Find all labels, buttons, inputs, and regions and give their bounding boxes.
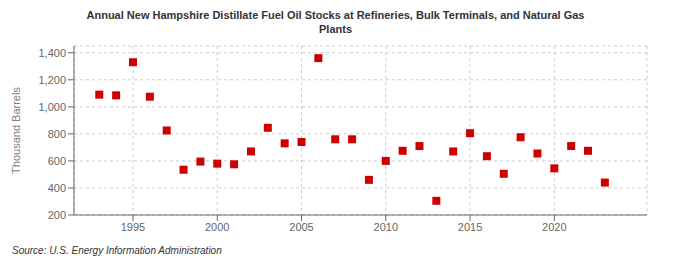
svg-text:2000: 2000 [205, 221, 229, 233]
svg-text:600: 600 [48, 155, 66, 167]
svg-text:400: 400 [48, 182, 66, 194]
svg-text:200: 200 [48, 209, 66, 221]
html-text:Annual New Hampshire Distillat: Annual New Hampshire Distillate Fuel Oil… [86, 9, 585, 35]
svg-text:1995: 1995 [121, 221, 145, 233]
svg-text:2005: 2005 [289, 221, 313, 233]
svg-text:1,000: 1,000 [38, 101, 66, 113]
svg-text:1,400: 1,400 [38, 47, 66, 59]
svg-text:1,200: 1,200 [38, 74, 66, 86]
svg-text:2010: 2010 [374, 221, 398, 233]
svg-text:2020: 2020 [542, 221, 566, 233]
html-text:Source: U.S. Energy Informatio: Source: U.S. Energy Information Administ… [12, 245, 222, 256]
svg-text:800: 800 [48, 128, 66, 140]
svg-text:Thousand Barrels: Thousand Barrels [10, 87, 22, 174]
svg-text:2015: 2015 [458, 221, 482, 233]
